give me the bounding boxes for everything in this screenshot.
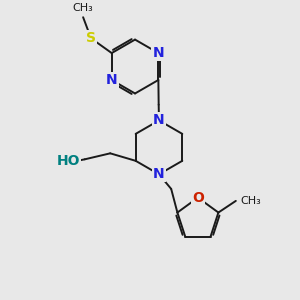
Text: O: O (192, 190, 204, 205)
Text: CH₃: CH₃ (73, 3, 94, 13)
Text: N: N (153, 113, 165, 128)
Text: HO: HO (57, 154, 80, 168)
Text: N: N (153, 46, 164, 60)
Text: N: N (153, 167, 165, 181)
Text: N: N (106, 73, 118, 87)
Text: S: S (86, 31, 96, 45)
Text: CH₃: CH₃ (240, 196, 261, 206)
